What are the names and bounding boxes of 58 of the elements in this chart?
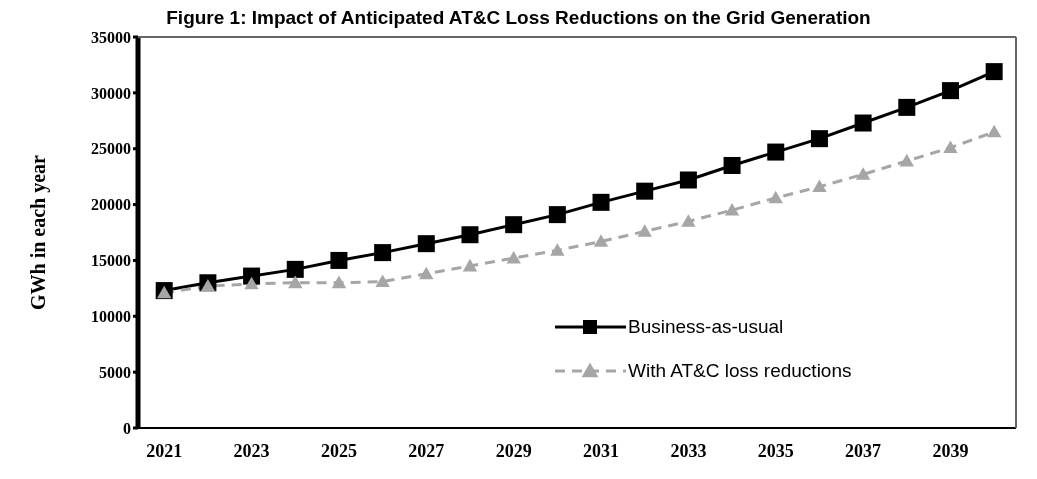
point <box>986 124 1002 138</box>
point <box>462 258 478 272</box>
point <box>854 114 872 132</box>
point <box>374 244 392 262</box>
x-tick-label: 2025 <box>320 440 357 461</box>
point <box>330 251 348 269</box>
chart-title: Figure 1: Impact of Anticipated AT&C Loss Reductions on the Grid Generation <box>165 7 872 28</box>
point <box>288 275 303 289</box>
point <box>943 140 958 153</box>
point <box>636 182 654 200</box>
legend-label: With AT&C loss reductions <box>628 360 852 382</box>
point <box>593 234 609 247</box>
point <box>505 216 523 234</box>
point <box>899 153 914 167</box>
x-tick-label: 2031 <box>583 440 620 461</box>
point <box>768 190 783 204</box>
point <box>244 276 259 290</box>
x-tick-label: 2035 <box>757 440 794 461</box>
point <box>898 98 916 116</box>
point <box>417 235 435 253</box>
x-tick-label: 2021 <box>146 440 183 461</box>
point <box>550 243 565 256</box>
point <box>331 275 347 289</box>
y-tick-label: 35000 <box>91 28 131 46</box>
point <box>679 171 697 189</box>
x-tick-label: 2039 <box>932 440 969 461</box>
x-tick-label: 2033 <box>670 440 707 461</box>
y-tick-label: 20000 <box>91 196 131 214</box>
y-tick-label: 5000 <box>99 363 131 381</box>
point <box>681 214 696 227</box>
legend-label: Business-as-usual <box>628 316 784 338</box>
y-tick-label: 25000 <box>91 140 131 158</box>
y-axis-title: GWh in each year <box>27 154 51 310</box>
point <box>724 202 740 216</box>
x-tick-label: 2023 <box>233 440 270 461</box>
point <box>637 224 652 237</box>
y-tick-label: 15000 <box>91 252 131 270</box>
point <box>767 143 785 161</box>
y-tick-label: 0 <box>123 419 131 437</box>
y-tick-label: 30000 <box>91 84 131 102</box>
point <box>941 82 959 100</box>
point <box>419 266 434 280</box>
y-tick-label: 10000 <box>91 307 131 325</box>
point <box>548 206 566 224</box>
x-tick-label: 2029 <box>495 440 532 461</box>
point <box>812 179 827 193</box>
point <box>506 250 521 264</box>
point <box>200 278 216 292</box>
point <box>723 156 741 174</box>
point <box>375 274 390 288</box>
point <box>592 193 610 211</box>
x-tick-label: 2027 <box>408 440 445 461</box>
point <box>855 167 871 180</box>
point <box>286 260 304 278</box>
point <box>810 130 828 148</box>
point <box>985 63 1003 81</box>
x-tick-label: 2037 <box>845 440 882 461</box>
point <box>461 226 479 244</box>
